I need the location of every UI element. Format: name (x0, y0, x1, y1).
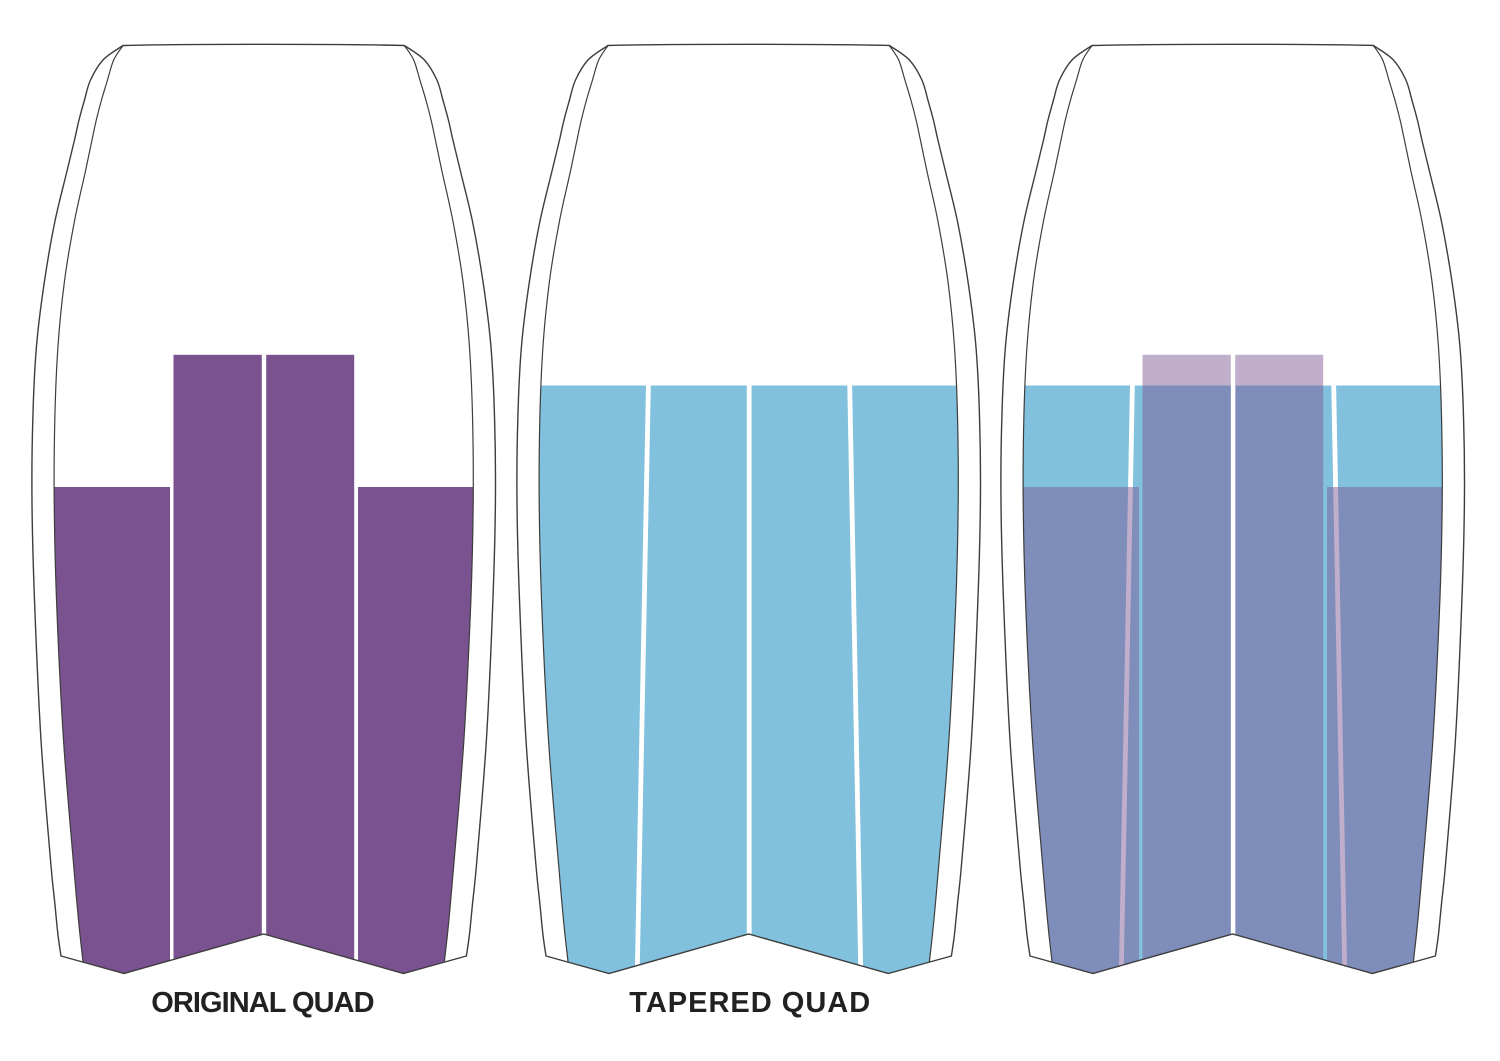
svg-text:TAPERED QUAD: TAPERED QUAD (629, 987, 871, 1019)
svg-text:ORIGINAL QUAD: ORIGINAL QUAD (151, 987, 373, 1019)
